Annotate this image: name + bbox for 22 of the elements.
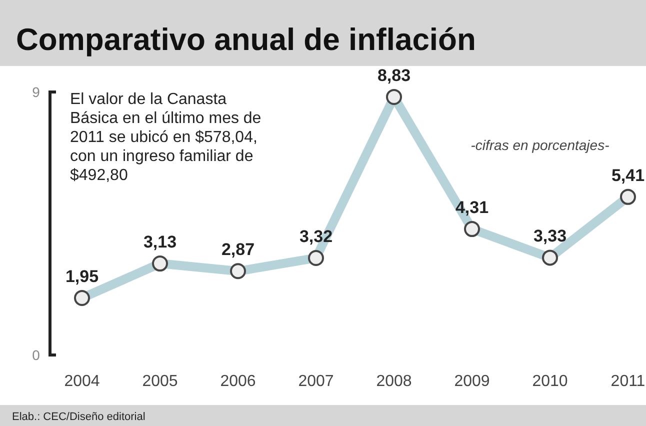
data-label: 5,41 [611,166,645,185]
y-tick-label: 0 [32,347,40,363]
x-tick-label: 2005 [142,373,178,390]
text: Elab.: CEC/Diseño editorial [12,411,146,423]
x-tick-label: 2009 [454,373,490,390]
data-label: 1,95 [65,267,99,286]
annotation: El valor de la Canasta Básica en el último mes de 2011 se ubicó en $578,04, con un ingreso familiar de $492,80 [70,91,262,184]
data-label: 4,31 [455,198,489,218]
x-tick-label: 2007 [298,373,334,390]
data-label: 8,83 [377,66,411,85]
x-tick-label: 2008 [376,373,412,390]
chart-title: Comparativo anual de inflación [16,22,476,57]
data-label: 3,13 [143,232,177,252]
data-label: 2,87 [221,240,255,260]
x-tick-label: 2006 [220,373,256,390]
data-label: 3,32 [299,226,333,246]
x-tick-label: 2010 [532,373,568,390]
x-tick-label: 2004 [64,373,100,390]
y-tick-label: 9 [32,84,40,100]
data-label: 3,33 [533,226,567,246]
annotation: -cifras en porcentajes- [470,137,610,153]
x-tick-label: 2011 [610,373,646,390]
